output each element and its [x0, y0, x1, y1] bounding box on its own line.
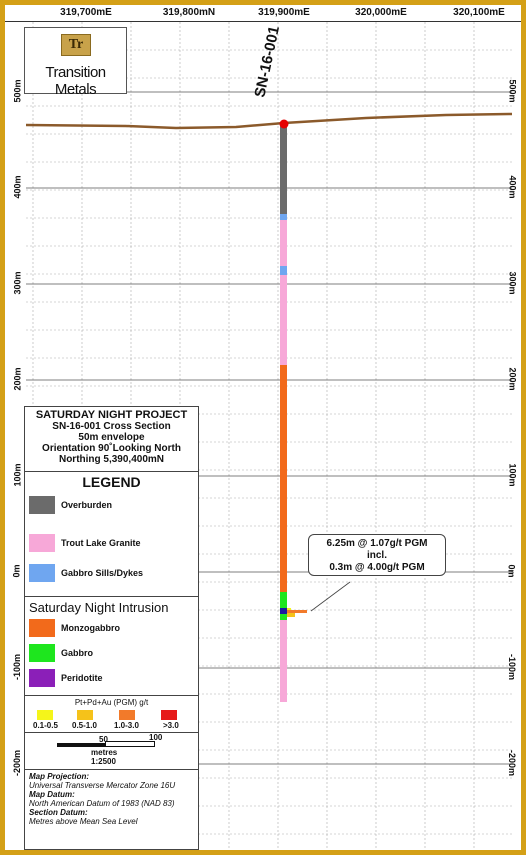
datum-notes: Map Projection: Universal Transverse Mer… [25, 770, 198, 849]
scale-end-label: 100 [149, 733, 163, 742]
easting-label: 320,000mE [355, 7, 407, 18]
elevation-label: 0m [506, 564, 517, 578]
elevation-label: -200m [12, 749, 23, 777]
logo-mark: Tr [61, 34, 91, 56]
envelope-text: 50m envelope [78, 432, 145, 443]
projection-text: Universal Transverse Mercator Zone 16U [29, 781, 176, 790]
gabbro-sill-label: Gabbro Sills/Dykes [61, 568, 144, 578]
legend-units: LEGEND Overburden Trout Lake Granite Gab… [25, 472, 198, 597]
easting-label: 319,800mN [162, 7, 216, 18]
peridotite-interval [280, 608, 287, 614]
intrusion-units: Saturday Night Intrusion Monzogabbro Gab… [25, 597, 198, 696]
peridotite-label: Peridotite [61, 673, 103, 683]
elevation-label: 0m [11, 564, 22, 578]
elevation-label: -100m [507, 653, 518, 681]
grade-legend: Pt+Pd+Au (PGM) g/t 0.1-0.5 0.5-1.0 1.0-3… [25, 696, 198, 733]
company-logo: Tr Transition Metals [24, 27, 127, 98]
scale-segment-white [105, 741, 155, 747]
callout-leader [310, 581, 351, 612]
grade-label: 0.5-1.0 [72, 721, 97, 730]
orientation-text: Orientation 90˚Looking North [42, 443, 181, 454]
overburden-label: Overburden [61, 500, 113, 510]
granite-swatch [29, 534, 55, 552]
grade-swatch [119, 710, 135, 720]
granite-interval [280, 620, 287, 702]
datum-label: Map Datum: [29, 790, 75, 799]
grade-label: 0.1-0.5 [33, 721, 58, 730]
elevation-label: 100m [12, 463, 23, 487]
elevation-label: -100m [12, 653, 23, 681]
section-title: SN-16-001 Cross Section [52, 421, 171, 432]
section-datum-label: Section Datum: [29, 808, 88, 817]
monzogabbro-interval [280, 365, 287, 592]
elevation-label: 400m [507, 175, 518, 199]
grade-label: >3.0 [163, 721, 179, 730]
projection-label: Map Projection: [29, 772, 90, 781]
elevation-label: 400m [12, 175, 23, 199]
gabbro-sill-swatch [29, 564, 55, 582]
scale-unit: metres [91, 748, 118, 757]
grade-histogram [287, 608, 307, 617]
elevation-label: 300m [12, 271, 23, 295]
elevation-label: 300m [507, 271, 518, 295]
easting-label: 319,900mE [258, 7, 310, 18]
grade-swatch [161, 710, 177, 720]
scale-segment-black [57, 743, 105, 747]
project-title: SATURDAY NIGHT PROJECT [35, 409, 188, 421]
elevation-label: 500m [507, 79, 518, 103]
granite-interval [280, 220, 287, 266]
granite-interval [280, 275, 287, 365]
scale-ratio: 1:2500 [91, 757, 116, 766]
legend-title: LEGEND [82, 474, 141, 490]
monzogabbro-swatch [29, 619, 55, 637]
gabbro-sill-interval [280, 266, 287, 275]
collar-marker [279, 119, 289, 129]
gabbro-label: Gabbro [61, 648, 94, 658]
scale-mid-label: 50 [99, 735, 108, 744]
datum-text: North American Datum of 1983 (NAD 83) [29, 799, 175, 808]
topography-line [26, 112, 512, 130]
grade-swatch [77, 710, 93, 720]
callout-line: 0.3m @ 4.00g/t PGM [329, 562, 425, 573]
overburden-swatch [29, 496, 55, 514]
northing-text: Northing 5,390,400mN [58, 454, 165, 465]
section-datum-text: Metres above Mean Sea Level [29, 817, 138, 826]
gabbro-sill-interval [280, 214, 287, 220]
gabbro-interval [280, 592, 287, 608]
gabbro-interval [280, 614, 287, 620]
grade-title: Pt+Pd+Au (PGM) g/t [74, 698, 149, 707]
easting-label: 319,700mE [60, 7, 112, 18]
peridotite-swatch [29, 669, 55, 687]
elevation-label: 500m [12, 79, 23, 103]
legend-panel: SATURDAY NIGHT PROJECT SN-16-001 Cross S… [24, 406, 199, 850]
easting-axis: 319,700mE 319,800mN 319,900mE 320,000mE … [5, 5, 521, 22]
grade-label: 1.0-3.0 [114, 721, 139, 730]
intrusion-title: Saturday Night Intrusion [29, 600, 169, 615]
elevation-label: 200m [12, 367, 23, 391]
callout-line: 6.25m @ 1.07g/t PGM [326, 538, 428, 549]
elevation-label: 200m [507, 367, 518, 391]
title-block: SATURDAY NIGHT PROJECT SN-16-001 Cross S… [25, 407, 198, 472]
elevation-label: 100m [507, 463, 518, 487]
monzogabbro-label: Monzogabbro [61, 623, 120, 633]
overburden-interval [280, 126, 287, 214]
callout-line: incl. [366, 550, 387, 561]
elevation-label: -200m [507, 749, 518, 777]
gabbro-swatch [29, 644, 55, 662]
easting-label: 320,100mE [453, 7, 505, 18]
scale-bar: 50 100 metres 1:2500 [25, 733, 198, 770]
granite-label: Trout Lake Granite [61, 538, 141, 548]
grade-swatch [37, 710, 53, 720]
logo-name: Transition Metals [45, 64, 106, 98]
assay-callout: 6.25m @ 1.07g/t PGM incl. 0.3m @ 4.00g/t… [308, 534, 446, 576]
